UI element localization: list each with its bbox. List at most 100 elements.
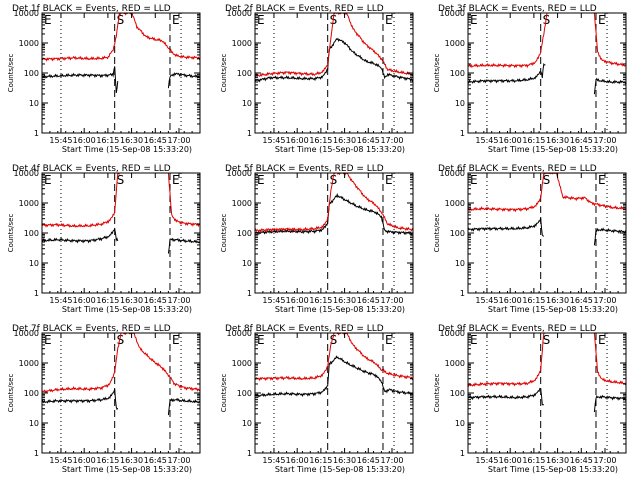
x-tick-label: 17:00 [593, 296, 616, 305]
marker-label-e: E [470, 173, 478, 187]
y-tick-label: 1000 [232, 359, 252, 368]
x-axis-label: Start Time (15-Sep-08 15:33:20) [62, 465, 192, 474]
x-tick-label: 16:45 [357, 456, 380, 465]
marker-label-s: S [543, 173, 551, 187]
x-tick-label: 16:45 [357, 136, 380, 145]
y-tick-label: 1 [460, 449, 465, 458]
series-events-line [42, 227, 200, 254]
series-lld-line [255, 13, 413, 78]
y-axis-label: Counts/sec [433, 54, 441, 93]
y-tick-label: 10 [455, 259, 465, 268]
x-tick-label: 17:00 [380, 296, 403, 305]
x-tick-label: 16:00 [499, 296, 522, 305]
marker-label-e: E [470, 333, 478, 347]
x-tick-label: 16:15 [309, 136, 332, 145]
x-tick-label: 16:45 [144, 296, 167, 305]
marker-label-e: E [44, 13, 52, 27]
marker-label-e: E [385, 173, 393, 187]
y-tick-label: 10000 [227, 169, 252, 178]
series-events-line [468, 387, 626, 413]
y-tick-label: 100 [237, 389, 252, 398]
panel-title: Det 2f BLACK = Events, RED = LLD [225, 4, 384, 14]
marker-label-e: E [172, 173, 180, 187]
marker-label-s: S [117, 333, 125, 347]
y-tick-label: 10 [455, 419, 465, 428]
y-tick-label: 1 [34, 289, 39, 298]
marker-label-e: E [470, 13, 478, 27]
x-tick-label: 15:45 [475, 456, 498, 465]
y-tick-label: 100 [24, 69, 39, 78]
y-axis-label: Counts/sec [7, 374, 15, 413]
y-tick-label: 10 [242, 99, 252, 108]
x-tick-label: 16:30 [333, 456, 356, 465]
x-axis-label: Start Time (15-Sep-08 15:33:20) [488, 465, 618, 474]
y-tick-label: 10000 [227, 329, 252, 338]
y-tick-label: 1000 [19, 199, 39, 208]
x-tick-label: 16:00 [286, 136, 309, 145]
y-tick-label: 100 [450, 229, 465, 238]
marker-label-e: E [598, 333, 606, 347]
x-axis-label: Start Time (15-Sep-08 15:33:20) [275, 305, 405, 314]
marker-label-e: E [44, 333, 52, 347]
x-axis-label: Start Time (15-Sep-08 15:33:20) [62, 305, 192, 314]
y-tick-label: 10 [29, 99, 39, 108]
x-tick-label: 16:30 [120, 456, 143, 465]
x-tick-label: 17:00 [167, 136, 190, 145]
x-tick-label: 16:30 [120, 296, 143, 305]
panel-title: Det 4f BLACK = Events, RED = LLD [12, 164, 171, 174]
marker-label-s: S [330, 333, 338, 347]
y-tick-label: 1000 [19, 39, 39, 48]
x-tick-label: 16:15 [522, 136, 545, 145]
series-events-line [255, 37, 413, 83]
x-tick-label: 16:30 [546, 456, 569, 465]
series-events-line [255, 355, 413, 398]
marker-label-s: S [117, 13, 125, 27]
y-tick-label: 10000 [440, 9, 465, 18]
x-tick-label: 17:00 [380, 456, 403, 465]
x-tick-label: 16:15 [96, 456, 119, 465]
y-tick-label: 10 [242, 259, 252, 268]
x-tick-label: 16:30 [546, 136, 569, 145]
x-tick-label: 16:00 [499, 136, 522, 145]
y-tick-label: 1 [247, 289, 252, 298]
y-tick-label: 100 [237, 69, 252, 78]
y-axis-label: Counts/sec [7, 54, 15, 93]
x-axis-label: Start Time (15-Sep-08 15:33:20) [275, 465, 405, 474]
series-lld-line [42, 173, 200, 228]
x-tick-label: 17:00 [593, 136, 616, 145]
x-tick-label: 17:00 [380, 136, 403, 145]
y-tick-label: 10000 [440, 169, 465, 178]
x-tick-label: 17:00 [167, 456, 190, 465]
marker-label-e: E [257, 13, 265, 27]
y-tick-label: 10000 [14, 9, 39, 18]
y-axis-label: Counts/sec [220, 374, 228, 413]
x-tick-label: 16:30 [120, 136, 143, 145]
plot-frame [467, 172, 627, 294]
y-tick-label: 1000 [19, 359, 39, 368]
x-axis-label: Start Time (15-Sep-08 15:33:20) [275, 145, 405, 154]
y-axis-label: Counts/sec [220, 214, 228, 253]
y-tick-label: 10000 [14, 329, 39, 338]
series-lld-line [42, 13, 200, 62]
x-tick-label: 16:45 [144, 136, 167, 145]
x-tick-label: 16:00 [499, 456, 522, 465]
x-tick-label: 16:15 [522, 296, 545, 305]
y-tick-label: 1 [247, 129, 252, 138]
x-tick-label: 16:45 [570, 456, 593, 465]
x-tick-label: 16:30 [333, 136, 356, 145]
x-tick-label: 16:30 [546, 296, 569, 305]
y-tick-label: 10000 [227, 9, 252, 18]
series-events-line [468, 62, 626, 95]
panel-title: Det 3f BLACK = Events, RED = LLD [438, 4, 597, 14]
marker-label-e: E [385, 333, 393, 347]
y-tick-label: 1 [34, 129, 39, 138]
x-tick-label: 15:45 [475, 136, 498, 145]
marker-label-e: E [385, 13, 393, 27]
x-tick-label: 15:45 [49, 456, 72, 465]
y-axis-label: Counts/sec [7, 214, 15, 253]
series-events-line [42, 66, 200, 93]
plot-frame [254, 332, 414, 454]
